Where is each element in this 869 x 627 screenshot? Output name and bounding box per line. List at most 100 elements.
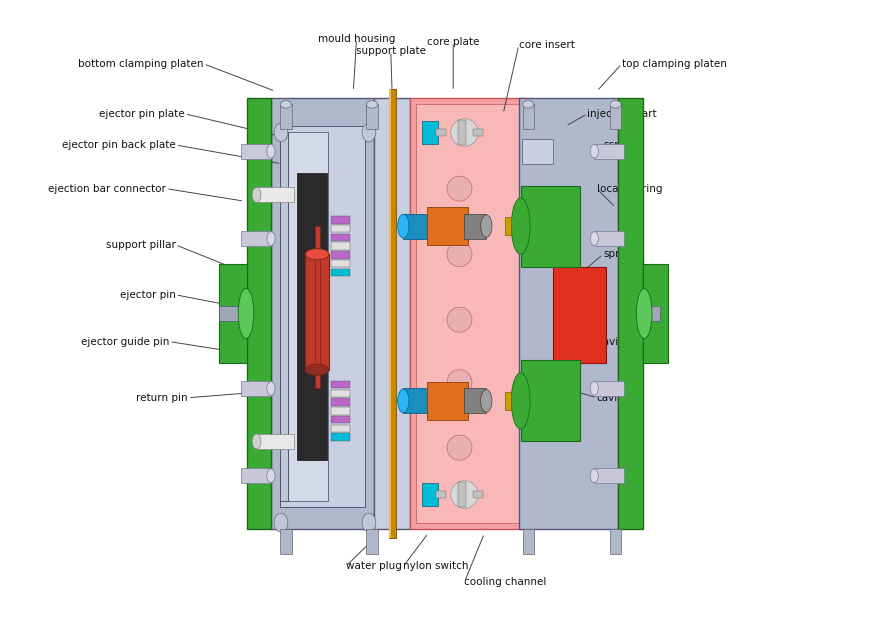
Text: core plate: core plate (427, 37, 480, 47)
Circle shape (447, 307, 472, 332)
Text: return pin: return pin (136, 393, 188, 403)
Circle shape (447, 435, 472, 460)
Bar (374, 98, 410, 529)
Bar (643, 306, 660, 321)
Text: top clamping platen: top clamping platen (621, 59, 726, 69)
Bar (367, 529, 378, 554)
Bar (474, 491, 483, 498)
Circle shape (451, 119, 478, 146)
Text: support pillar: support pillar (105, 240, 176, 250)
Bar (256, 187, 294, 203)
Bar (280, 126, 365, 507)
Ellipse shape (274, 123, 288, 142)
Ellipse shape (267, 144, 275, 158)
Text: ejector guide pin: ejector guide pin (81, 337, 169, 347)
Ellipse shape (252, 187, 261, 203)
Bar (403, 388, 428, 413)
Text: sprue: sprue (603, 249, 633, 259)
Bar (331, 234, 349, 241)
Ellipse shape (481, 215, 492, 238)
Ellipse shape (511, 373, 530, 429)
Bar (458, 482, 466, 507)
Text: ejector pin: ejector pin (120, 290, 176, 300)
Bar (288, 132, 328, 501)
Ellipse shape (590, 382, 599, 395)
Circle shape (447, 370, 472, 394)
Bar (219, 306, 249, 321)
Bar (522, 139, 553, 164)
Bar (618, 98, 643, 529)
Bar (331, 251, 349, 258)
Text: core insert: core insert (519, 40, 574, 50)
Bar (458, 120, 466, 145)
Text: ejector pin plate: ejector pin plate (99, 108, 185, 119)
Ellipse shape (590, 232, 599, 245)
Text: location ring: location ring (597, 184, 662, 194)
Ellipse shape (481, 389, 492, 412)
Bar (505, 391, 511, 410)
Bar (331, 225, 349, 233)
Text: water plug: water plug (346, 561, 401, 571)
Bar (464, 388, 487, 413)
Bar (435, 129, 446, 136)
Text: screw: screw (603, 140, 634, 150)
Bar (331, 424, 349, 432)
Bar (241, 381, 271, 396)
Ellipse shape (267, 382, 275, 395)
Bar (331, 398, 349, 406)
Bar (331, 433, 349, 441)
Bar (435, 491, 446, 498)
Ellipse shape (281, 101, 292, 108)
Text: cavity insert: cavity insert (597, 337, 661, 347)
Bar (594, 144, 624, 159)
Text: nylon switch: nylon switch (403, 561, 468, 571)
Bar (256, 434, 294, 449)
Bar (331, 260, 349, 267)
Bar (403, 214, 428, 239)
Circle shape (451, 481, 478, 508)
Bar (594, 231, 624, 246)
Bar (280, 132, 288, 501)
Bar (422, 483, 438, 506)
Bar (427, 208, 468, 245)
Text: support plate: support plate (355, 46, 426, 56)
Bar (331, 416, 349, 423)
Ellipse shape (362, 514, 375, 532)
Ellipse shape (267, 232, 275, 245)
Bar (553, 266, 607, 364)
Bar (422, 121, 438, 144)
Ellipse shape (362, 123, 375, 142)
Bar (241, 231, 271, 246)
Text: ejection bar connector: ejection bar connector (48, 184, 166, 194)
Ellipse shape (398, 214, 409, 238)
Bar (522, 104, 534, 129)
Ellipse shape (305, 248, 329, 260)
Bar (522, 529, 534, 554)
Bar (610, 529, 621, 554)
Bar (331, 390, 349, 397)
Ellipse shape (274, 514, 288, 532)
Ellipse shape (238, 288, 254, 339)
Ellipse shape (252, 434, 261, 449)
Text: cooling channel: cooling channel (464, 577, 547, 587)
Bar (474, 129, 483, 136)
Bar (281, 529, 292, 554)
Bar (367, 104, 378, 129)
Text: ejector pin back plate: ejector pin back plate (62, 140, 176, 150)
Bar (464, 214, 487, 239)
Ellipse shape (590, 469, 599, 483)
Bar (389, 89, 396, 538)
Bar (331, 268, 349, 276)
Bar (248, 98, 271, 529)
Bar (594, 381, 624, 396)
Ellipse shape (267, 469, 275, 483)
Ellipse shape (590, 144, 599, 158)
Bar (241, 468, 271, 483)
Bar (331, 243, 349, 250)
Text: injection part: injection part (587, 108, 657, 119)
Bar (331, 381, 349, 388)
Ellipse shape (522, 101, 534, 108)
Bar (416, 104, 520, 523)
Bar (410, 98, 526, 529)
Bar (305, 254, 329, 370)
